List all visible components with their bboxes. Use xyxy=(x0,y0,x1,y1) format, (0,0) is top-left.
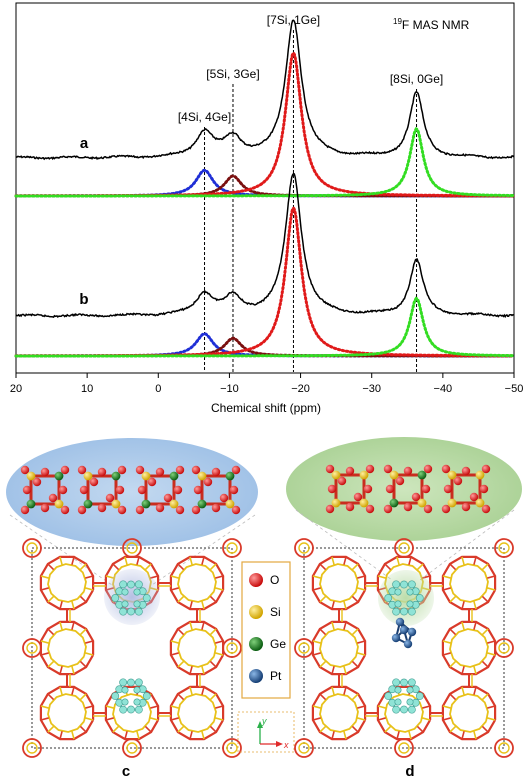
legend-swatch-pt xyxy=(249,669,263,683)
zoom-bubble-d xyxy=(286,437,522,541)
fitted-peaks xyxy=(14,50,515,358)
x-tick-label: −20 xyxy=(291,383,310,395)
x-tick-label: −40 xyxy=(434,383,453,395)
highlight-spot-d xyxy=(378,570,434,626)
x-tick-label: −50 xyxy=(505,383,524,395)
fit-peak-a-3 xyxy=(14,127,515,198)
nucleus-superscript: 19 xyxy=(393,17,402,26)
panel-label-c: c xyxy=(122,763,130,780)
cluster-d-bottom xyxy=(384,678,424,714)
unit-cell-c xyxy=(31,547,233,749)
x-axis-ticks: 20 10 0 −10 −20 −30 −40 −50 xyxy=(10,373,523,395)
zoom-line-c-left xyxy=(9,514,113,586)
pt-cluster xyxy=(391,617,417,649)
spectrum-a xyxy=(16,19,515,161)
axis-x-label: x xyxy=(283,740,289,750)
panel-label-d: d xyxy=(405,763,414,780)
nmr-chart: [4Si, 4Ge] [5Si, 3Ge] [7Si, 1Ge] [8Si, 0Ge]… xyxy=(10,2,523,415)
x-tick-label: −10 xyxy=(220,383,239,395)
zoomed-chain-d xyxy=(325,464,491,514)
fit-peak-b-2 xyxy=(14,205,515,358)
x-axis-label: Chemical shift (ppm) xyxy=(211,401,321,415)
zeolite-framework-c xyxy=(22,538,242,758)
peak-label: [7Si, 1Ge] xyxy=(267,13,320,27)
peak-label: [8Si, 0Ge] xyxy=(390,72,443,86)
zoom-line-d-left xyxy=(295,509,393,581)
x-tick-label: 10 xyxy=(81,383,93,395)
nmr-title: 19F MAS NMR xyxy=(393,17,470,32)
plot-frame xyxy=(15,2,515,374)
legend-swatch-o xyxy=(249,573,263,587)
unit-cell-d xyxy=(303,547,505,749)
legend-label-pt: Pt xyxy=(270,669,282,683)
zoom-line-d-right xyxy=(419,509,515,581)
nucleus-name: F MAS NMR xyxy=(402,18,470,32)
legend-label-ge: Ge xyxy=(270,637,286,651)
spectra xyxy=(15,19,515,319)
atom-legend: O Si Ge Pt y x xyxy=(237,561,295,753)
spectrum-label-b: b xyxy=(79,291,88,308)
axis-y-label: y xyxy=(261,716,267,726)
zoom-line-c-right xyxy=(151,514,256,586)
axes-indicator: y x xyxy=(257,716,289,750)
x-tick-label: 20 xyxy=(10,383,22,395)
axes-indicator-box xyxy=(237,711,295,753)
spectrum-label-a: a xyxy=(80,135,89,152)
fit-peak-b-3 xyxy=(14,296,515,358)
cluster-d-top xyxy=(384,580,424,616)
cluster-c-bottom xyxy=(111,678,151,714)
peak-label: [4Si, 4Ge] xyxy=(178,110,231,124)
fit-peak-a-1 xyxy=(14,174,515,198)
legend-swatch-si xyxy=(249,605,263,619)
fit-peak-b-0 xyxy=(14,332,515,358)
structure-panel-c: c xyxy=(6,438,258,780)
highlight-spot-c xyxy=(104,569,160,625)
peak-label: [5Si, 3Ge] xyxy=(206,67,259,81)
legend-label-o: O xyxy=(270,573,279,587)
legend-label-si: Si xyxy=(270,605,281,619)
x-tick-label: 0 xyxy=(155,383,161,395)
peak-labels: [4Si, 4Ge] [5Si, 3Ge] [7Si, 1Ge] [8Si, 0Ge] xyxy=(178,13,443,124)
zoom-bubble-c xyxy=(6,438,258,546)
spectrum-b xyxy=(15,172,514,319)
structure-panel-d: d xyxy=(286,437,522,780)
zoomed-chain-c xyxy=(20,465,241,515)
legend-swatch-ge xyxy=(249,637,263,651)
x-tick-label: −30 xyxy=(362,383,381,395)
cluster-c-top xyxy=(111,580,151,616)
